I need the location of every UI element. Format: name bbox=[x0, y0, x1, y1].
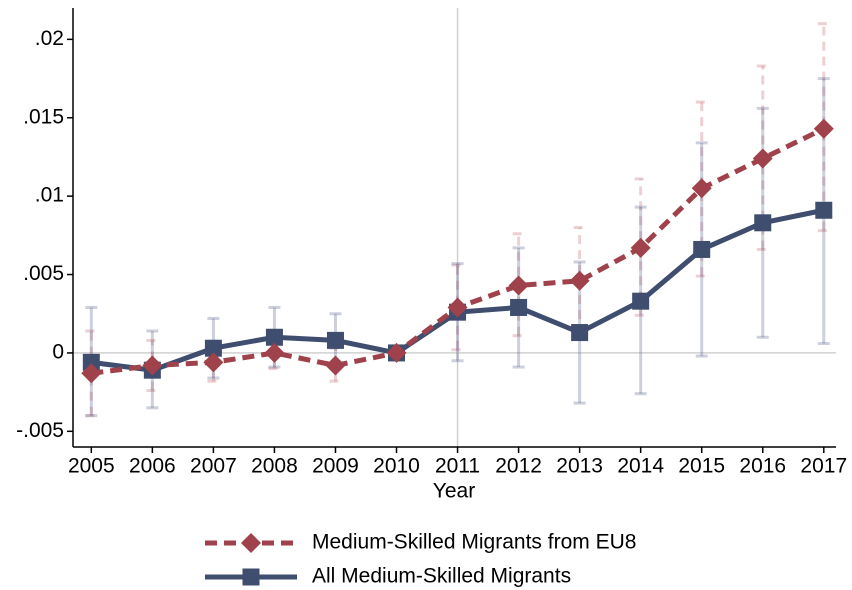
point bbox=[691, 178, 712, 199]
legend-marker bbox=[241, 533, 261, 553]
point bbox=[569, 270, 590, 291]
point bbox=[571, 324, 589, 342]
error-bar bbox=[695, 100, 708, 278]
error-bar bbox=[146, 338, 159, 393]
error-bar bbox=[451, 263, 464, 352]
y-tick-label: .005 bbox=[23, 262, 64, 285]
point bbox=[386, 342, 407, 363]
x-tick-label: 2015 bbox=[678, 455, 725, 478]
point bbox=[508, 275, 529, 296]
x-tick-label: 2016 bbox=[739, 455, 786, 478]
point bbox=[203, 352, 224, 373]
point bbox=[815, 201, 833, 219]
x-axis-title: Year bbox=[433, 480, 475, 503]
point bbox=[754, 214, 772, 232]
legend-label: Medium-Skilled Migrants from EU8 bbox=[312, 531, 636, 554]
point bbox=[447, 297, 468, 318]
x-tick-label: 2008 bbox=[251, 455, 298, 478]
y-tick-label: .015 bbox=[23, 105, 64, 128]
point bbox=[81, 363, 102, 384]
y-tick-label: 0 bbox=[52, 340, 64, 363]
point bbox=[325, 355, 346, 376]
y-tick-label: .01 bbox=[35, 184, 64, 207]
x-tick-label: 2005 bbox=[68, 455, 115, 478]
x-tick-label: 2007 bbox=[190, 455, 237, 478]
point bbox=[82, 353, 100, 371]
x-tick-label: 2012 bbox=[495, 455, 542, 478]
point bbox=[326, 331, 344, 349]
point bbox=[265, 328, 283, 346]
x-tick-label: 2014 bbox=[617, 455, 664, 478]
x-tick-label: 2017 bbox=[800, 455, 847, 478]
point bbox=[510, 298, 528, 316]
legend-label: All Medium-Skilled Migrants bbox=[312, 565, 571, 588]
point bbox=[264, 342, 285, 363]
point bbox=[632, 292, 650, 310]
legend-marker bbox=[242, 568, 260, 586]
point bbox=[693, 240, 711, 258]
x-tick-label: 2009 bbox=[312, 455, 359, 478]
point bbox=[630, 237, 651, 258]
point bbox=[204, 339, 222, 357]
error-bar bbox=[85, 329, 98, 418]
x-tick-label: 2006 bbox=[129, 455, 176, 478]
point bbox=[142, 355, 163, 376]
y-tick-label: .02 bbox=[35, 27, 64, 50]
x-tick-label: 2010 bbox=[373, 455, 420, 478]
point bbox=[813, 118, 834, 139]
x-tick-label: 2013 bbox=[556, 455, 603, 478]
point bbox=[752, 148, 773, 169]
y-tick-label: -.005 bbox=[16, 419, 64, 442]
error-bar bbox=[817, 22, 830, 233]
x-tick-label: 2011 bbox=[435, 455, 480, 478]
